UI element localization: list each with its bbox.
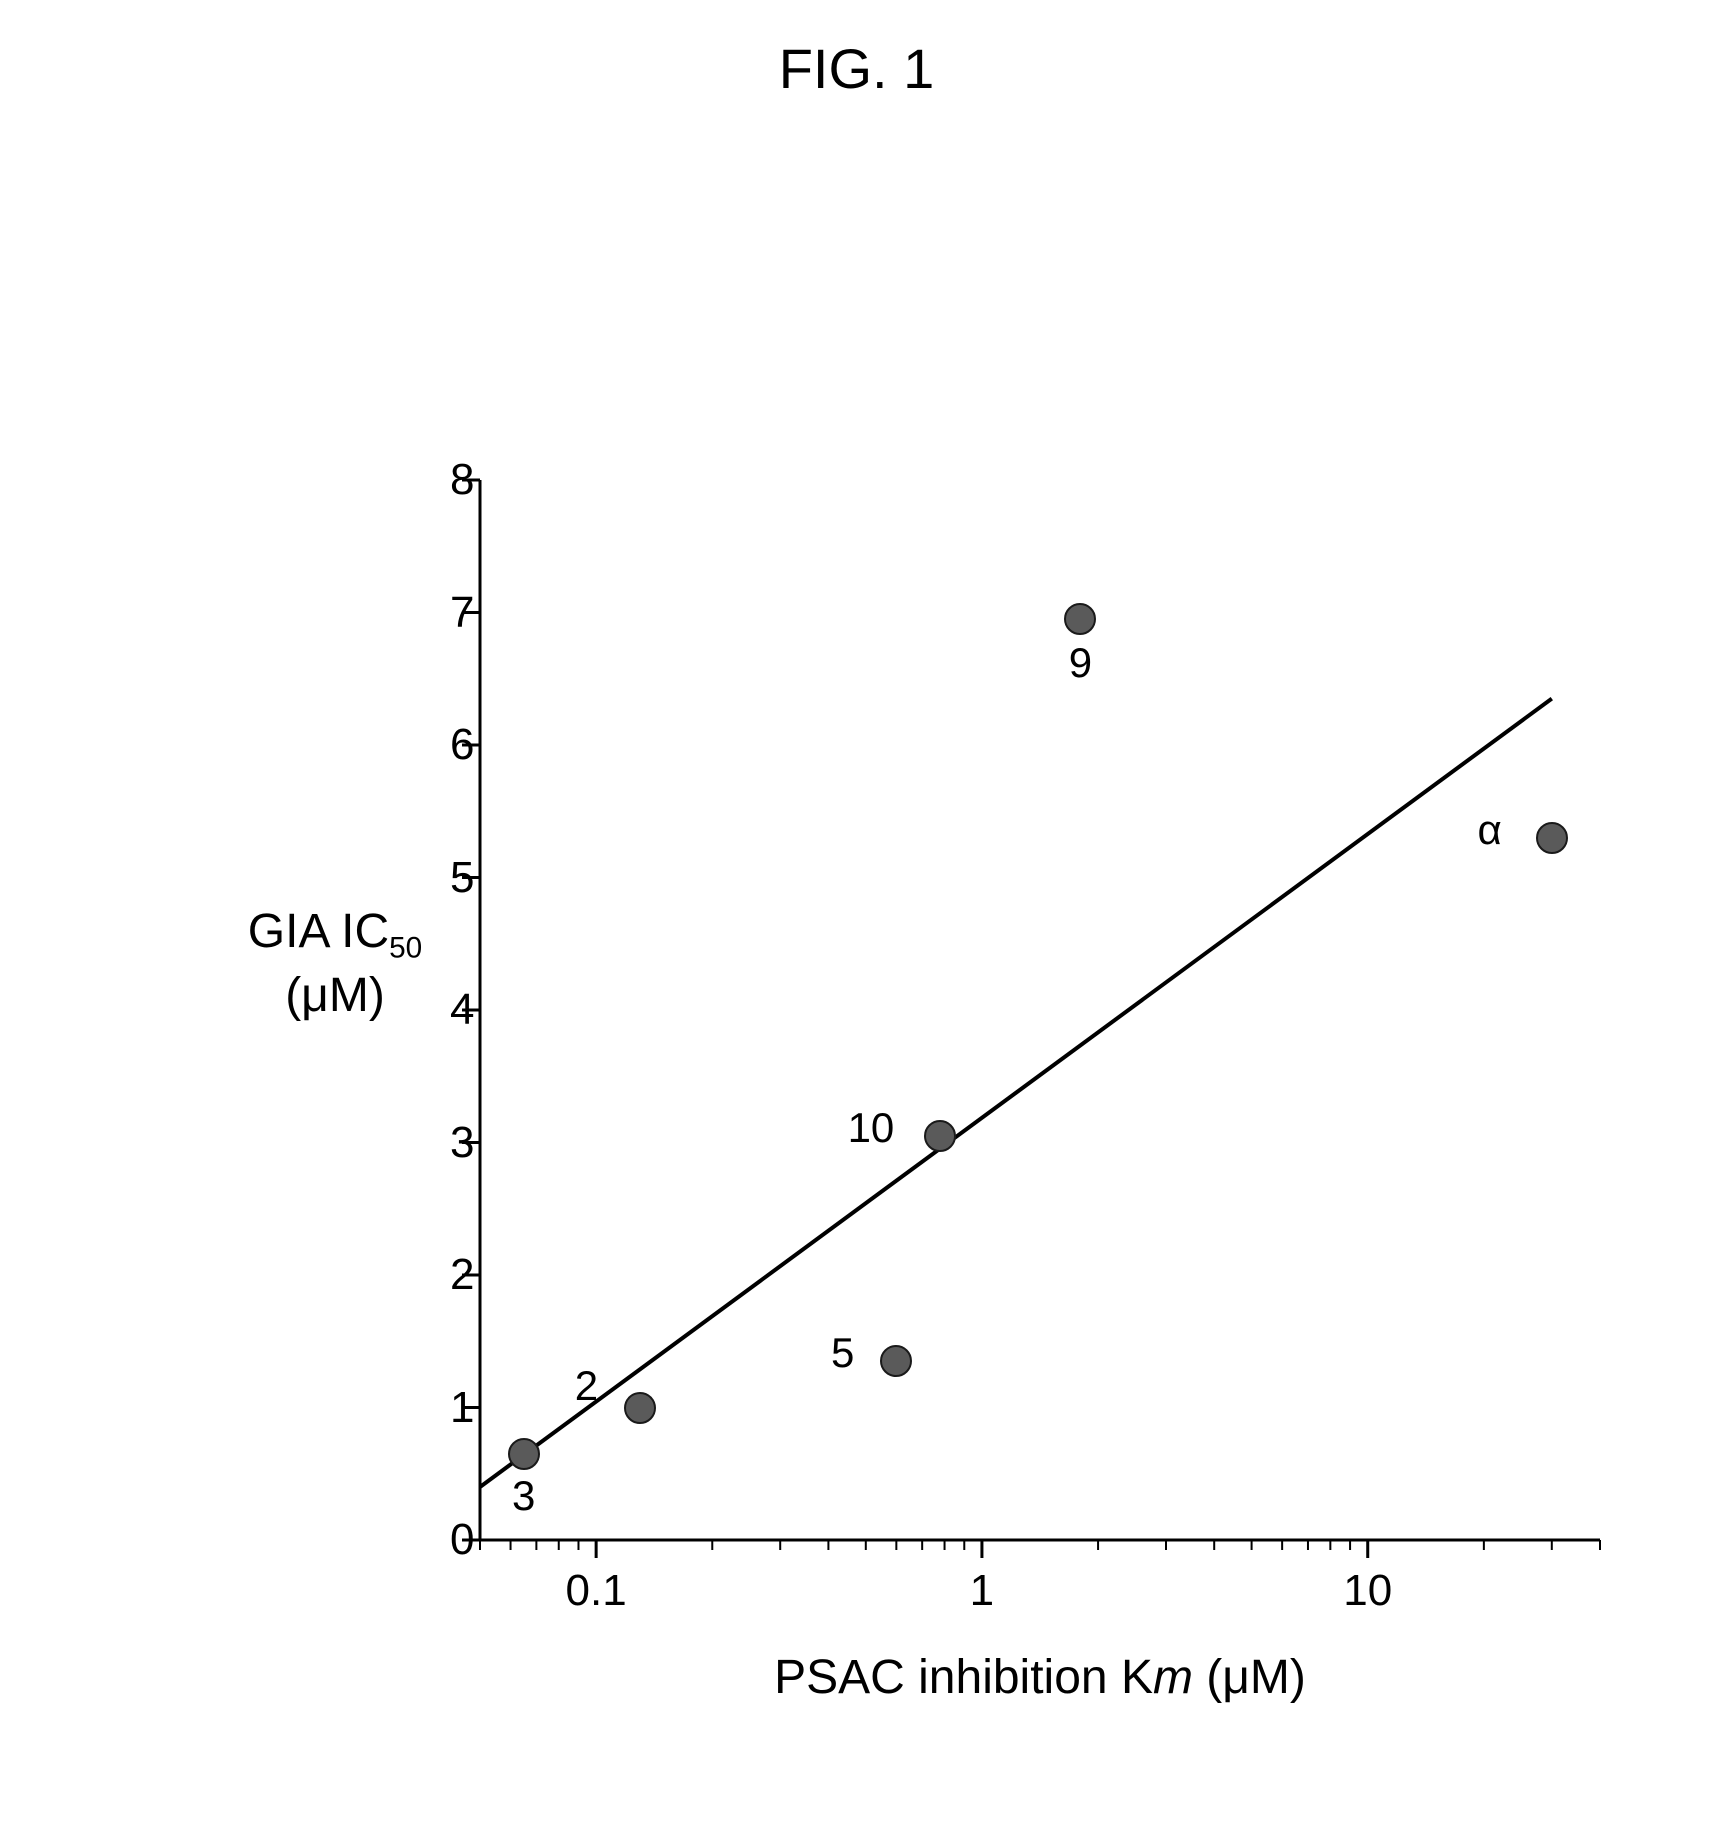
x-axis-label: PSAC inhibition Km (μM) (774, 1650, 1306, 1705)
data-point (624, 1392, 656, 1424)
data-point (508, 1438, 540, 1470)
page: { "figure": { "title": "FIG. 1", "title_… (0, 0, 1713, 1827)
data-point-label: 2 (575, 1362, 598, 1410)
x-tick-label: 10 (1343, 1566, 1392, 1616)
chart: 325109α 0123456780.1110 (480, 480, 1600, 1540)
data-point-label: α (1478, 806, 1502, 854)
y-axis-label: GIA IC50 (μM) (220, 904, 450, 1023)
data-point-label: 3 (512, 1472, 535, 1520)
points-layer: 3 2 5 10 9 α (480, 480, 1600, 1540)
data-point-label: 5 (831, 1329, 854, 1377)
data-point-label: 10 (848, 1104, 895, 1152)
figure-title: FIG. 1 (779, 36, 935, 101)
y-axis-label-unit: (μM) (220, 968, 450, 1023)
y-axis-label-main: GIA IC50 (248, 905, 422, 958)
data-point (924, 1120, 956, 1152)
data-point (1064, 603, 1096, 635)
data-point (1536, 822, 1568, 854)
data-point (880, 1345, 912, 1377)
data-point-label: 9 (1069, 639, 1092, 687)
x-tick-label: 0.1 (566, 1566, 627, 1616)
x-tick-label: 1 (970, 1566, 994, 1616)
